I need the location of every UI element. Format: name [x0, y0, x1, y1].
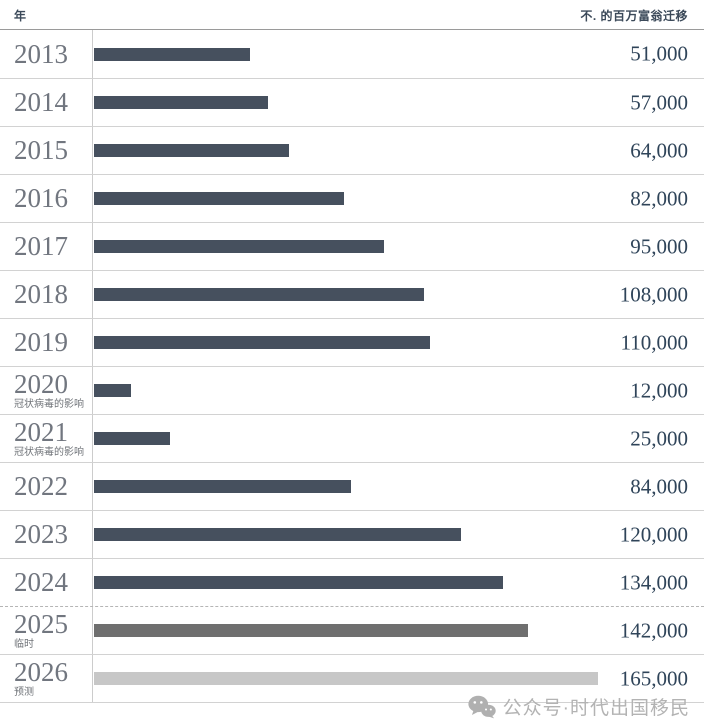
year-note: 冠状病毒的影响 — [14, 446, 84, 458]
year-note: 冠状病毒的影响 — [14, 398, 84, 410]
value-label: 82,000 — [630, 186, 688, 210]
year-label: 2014 — [14, 87, 68, 117]
value-bar — [94, 288, 424, 301]
year-cell: 2017 — [0, 223, 93, 270]
year-label: 2017 — [14, 231, 68, 261]
value-bar — [94, 192, 344, 205]
bar-cell — [93, 223, 704, 270]
year-cell: 2013 — [0, 30, 93, 78]
chart-row: 2013 51,000 — [0, 30, 704, 78]
value-label: 95,000 — [630, 234, 688, 258]
wechat-icon — [468, 695, 496, 719]
bar-cell — [93, 463, 704, 510]
chart-row: 2016 82,000 — [0, 174, 704, 222]
value-label: 142,000 — [619, 618, 688, 642]
year-cell: 2014 — [0, 79, 93, 126]
year-label: 2013 — [14, 38, 68, 69]
year-label: 2018 — [14, 279, 68, 309]
chart-row: 2026 预测 165,000 — [0, 654, 704, 702]
value-label: 51,000 — [630, 41, 688, 66]
chart-row: 2014 57,000 — [0, 78, 704, 126]
year-label: 2016 — [14, 183, 68, 213]
chart-row: 2020 冠状病毒的影响 12,000 — [0, 366, 704, 414]
year-label: 2021 — [14, 416, 68, 447]
bar-cell — [93, 30, 704, 78]
year-axis-title: 年 — [14, 9, 27, 23]
chart-header: 年 不. 的百万富翁迁移 — [0, 0, 704, 30]
year-label: 2015 — [14, 135, 68, 165]
value-bar — [94, 432, 170, 445]
year-cell: 2016 — [0, 175, 93, 222]
bar-cell — [93, 175, 704, 222]
value-label: 84,000 — [630, 474, 688, 498]
chart-rows: 2013 51,000 2014 57,000 2015 64,000 2016 — [0, 30, 704, 703]
bar-cell — [93, 655, 704, 702]
value-label: 12,000 — [630, 378, 688, 402]
value-bar — [94, 480, 351, 493]
value-bar — [94, 96, 268, 109]
value-label: 120,000 — [619, 522, 688, 546]
value-label: 64,000 — [630, 138, 688, 162]
year-cell: 2025 临时 — [0, 607, 93, 654]
value-label: 110,000 — [620, 330, 688, 354]
value-label: 57,000 — [630, 90, 688, 114]
bar-cell — [93, 559, 704, 606]
year-note: 临时 — [14, 638, 34, 650]
year-cell: 2023 — [0, 511, 93, 558]
value-bar — [94, 144, 289, 157]
value-bar — [94, 384, 131, 397]
year-cell: 2024 — [0, 559, 93, 606]
year-label: 2024 — [14, 567, 68, 597]
year-cell: 2018 — [0, 271, 93, 318]
year-label: 2025 — [14, 608, 68, 639]
watermark-text: 公众号·时代出国移民 — [502, 698, 690, 719]
year-cell: 2020 冠状病毒的影响 — [0, 367, 93, 414]
bar-cell — [93, 415, 704, 462]
value-bar — [94, 528, 461, 541]
value-bar — [94, 672, 598, 685]
bar-cell — [93, 607, 704, 654]
bar-cell — [93, 271, 704, 318]
chart-row: 2017 95,000 — [0, 222, 704, 270]
year-cell: 2015 — [0, 127, 93, 174]
bar-cell — [93, 319, 704, 366]
value-bar — [94, 336, 430, 349]
chart-row: 2015 64,000 — [0, 126, 704, 174]
chart-row: 2021 冠状病毒的影响 25,000 — [0, 414, 704, 462]
chart-row: 2024 134,000 — [0, 558, 704, 606]
chart-row: 2025 临时 142,000 — [0, 606, 704, 654]
value-label: 134,000 — [619, 570, 688, 594]
year-cell: 2021 冠状病毒的影响 — [0, 415, 93, 462]
bar-cell — [93, 511, 704, 558]
year-label: 2019 — [14, 327, 68, 357]
year-label: 2023 — [14, 519, 68, 549]
watermark: 公众号·时代出国移民 — [468, 693, 690, 720]
year-cell: 2019 — [0, 319, 93, 366]
value-axis-title: 不. 的百万富翁迁移 — [580, 9, 688, 23]
year-note: 预测 — [14, 686, 34, 698]
bar-cell — [93, 127, 704, 174]
year-label: 2020 — [14, 368, 68, 399]
year-cell: 2026 预测 — [0, 655, 93, 702]
value-bar — [94, 240, 384, 253]
chart-row: 2023 120,000 — [0, 510, 704, 558]
value-label: 25,000 — [630, 426, 688, 450]
year-cell: 2022 — [0, 463, 93, 510]
chart-row: 2018 108,000 — [0, 270, 704, 318]
value-bar — [94, 624, 528, 637]
value-label: 165,000 — [619, 666, 688, 690]
year-label: 2026 — [14, 656, 68, 687]
year-label: 2022 — [14, 471, 68, 501]
chart-row: 2022 84,000 — [0, 462, 704, 510]
value-bar — [94, 47, 250, 61]
chart-row: 2019 110,000 — [0, 318, 704, 366]
bar-cell — [93, 367, 704, 414]
value-bar — [94, 576, 503, 589]
bar-cell — [93, 79, 704, 126]
value-label: 108,000 — [619, 282, 688, 306]
